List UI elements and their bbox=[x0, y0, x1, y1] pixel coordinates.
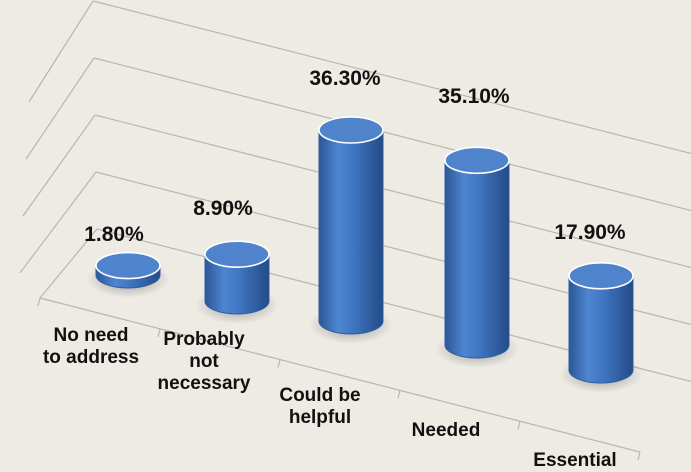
x-tick-label-line: Probably bbox=[163, 329, 245, 350]
bar bbox=[195, 240, 279, 324]
grid-layer bbox=[19, 0, 691, 461]
x-tick-label: Essential bbox=[533, 450, 616, 471]
x-tick-label-line: not bbox=[189, 351, 219, 372]
bar-body bbox=[568, 275, 634, 384]
bar-body bbox=[204, 253, 270, 315]
x-tick bbox=[637, 451, 641, 461]
data-label: 1.80% bbox=[84, 223, 144, 246]
bar bbox=[435, 146, 519, 368]
x-tick-label-line: Needed bbox=[412, 420, 481, 441]
gridline-side-30 bbox=[25, 57, 95, 160]
x-tick-label: Probably not necessary bbox=[158, 329, 251, 394]
x-tick-label-line: helpful bbox=[289, 407, 351, 428]
x-tick-label-line: necessary bbox=[158, 373, 251, 394]
data-label: 17.90% bbox=[554, 221, 626, 244]
bar-top bbox=[568, 262, 634, 290]
gridline-side-20 bbox=[22, 114, 96, 217]
x-tick-label-line: No need bbox=[54, 325, 129, 346]
x-tick-label-line: Could be bbox=[279, 385, 360, 406]
bar bbox=[559, 262, 643, 393]
bar-top bbox=[444, 146, 510, 175]
gridline-side-10 bbox=[19, 171, 97, 274]
bar-body bbox=[444, 159, 510, 359]
x-tick bbox=[277, 359, 281, 368]
x-tick-label: Could be helpful bbox=[279, 385, 360, 428]
data-label: 8.90% bbox=[193, 197, 253, 220]
gridline-30 bbox=[93, 57, 691, 212]
axis-left-edge bbox=[39, 228, 98, 299]
gridline-40 bbox=[92, 0, 691, 155]
x-tick bbox=[157, 328, 161, 337]
x-tick bbox=[517, 421, 521, 430]
x-tick-label-line: Essential bbox=[533, 450, 616, 471]
data-label: 36.30% bbox=[309, 67, 381, 90]
bar bbox=[309, 116, 393, 344]
x-tick bbox=[397, 390, 401, 399]
bar-top bbox=[204, 240, 270, 268]
x-tick-label: Needed bbox=[412, 420, 481, 441]
data-label: 35.10% bbox=[438, 85, 510, 108]
gridline-20 bbox=[94, 114, 691, 269]
bar bbox=[86, 251, 170, 298]
bar-body bbox=[318, 129, 384, 335]
bar-top bbox=[95, 251, 161, 280]
bar-top bbox=[318, 116, 384, 144]
axis-front-edge bbox=[39, 297, 641, 453]
x-tick bbox=[37, 297, 41, 307]
bars-layer bbox=[86, 116, 643, 393]
labels-layer: 1.80% 8.90% 36.30% 35.10% 17.90% No need to ad… bbox=[43, 67, 626, 471]
x-tick-label-line: to address bbox=[43, 347, 139, 368]
gridline-side-40 bbox=[28, 0, 94, 103]
x-tick-label: No need to address bbox=[43, 325, 139, 368]
